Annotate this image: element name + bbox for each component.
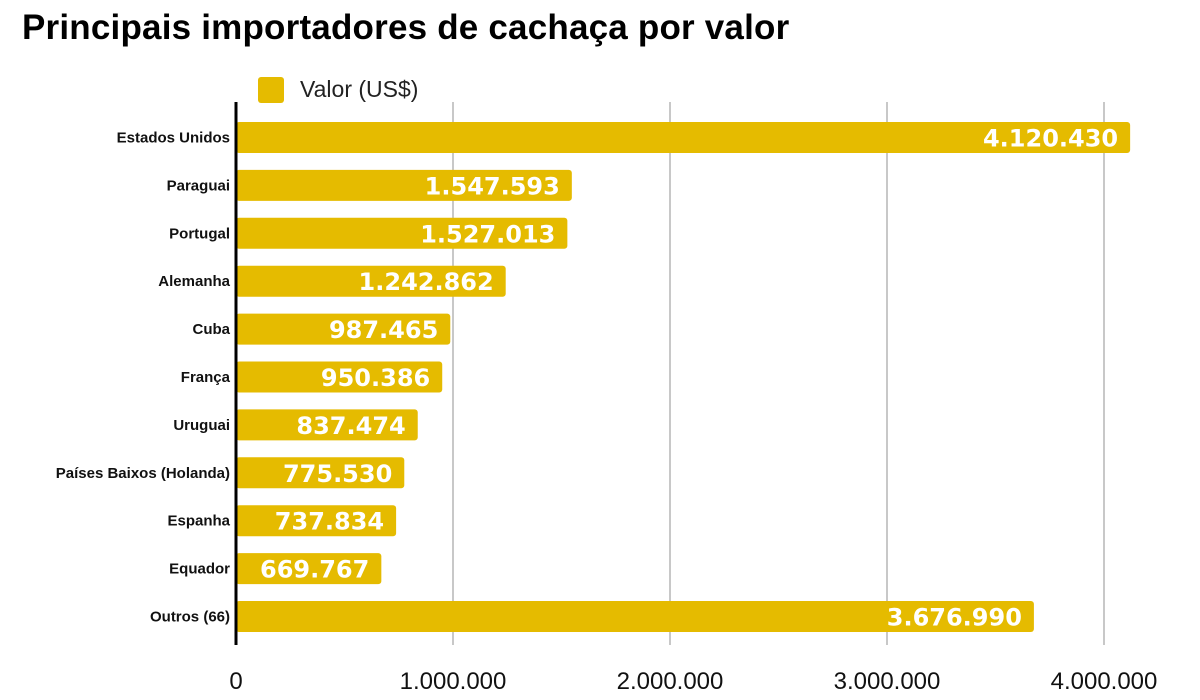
x-tick-labels: 0 1.000.000 2.000.000 3.000.000 4.000.000	[229, 668, 1157, 695]
bar-value-label: 4.120.430	[983, 125, 1118, 153]
x-tick-label: 3.000.000	[834, 668, 941, 695]
category-label: Alemanha	[158, 273, 230, 290]
category-label: Países Baixos (Holanda)	[56, 465, 230, 482]
legend-swatch	[258, 76, 284, 103]
x-tick-label: 2.000.000	[617, 668, 724, 695]
bar	[236, 409, 418, 441]
category-label: Cuba	[193, 321, 231, 338]
category-label: Outros (66)	[150, 609, 230, 626]
bar	[236, 601, 1034, 632]
category-label: França	[181, 369, 231, 386]
category-label: Equador	[169, 561, 230, 578]
x-tick-label: 4.000.000	[1051, 668, 1158, 695]
bar	[236, 169, 572, 201]
category-label: Espanha	[167, 513, 230, 530]
legend-label: Valor (US$)	[300, 76, 419, 102]
bar-value-label: 775.530	[283, 460, 392, 488]
bar	[236, 457, 405, 489]
legend: Valor (US$)	[258, 76, 418, 103]
bar-value-label: 837.474	[296, 412, 405, 440]
bar	[236, 217, 568, 249]
bar-value-label: 737.834	[275, 508, 384, 536]
bars: 4.120.430 1.547.593 1.527.013 1.242.862 987.…	[236, 122, 1131, 632]
bar	[236, 265, 506, 297]
category-label: Portugal	[169, 225, 230, 242]
bar	[236, 505, 397, 537]
category-label: Uruguai	[173, 417, 230, 434]
x-tick-label: 0	[229, 668, 242, 695]
chart-title: Principais importadores de cachaça por v…	[22, 8, 790, 47]
bar	[236, 122, 1131, 153]
bar-value-label: 1.547.593	[425, 172, 560, 200]
category-label: Estados Unidos	[117, 130, 230, 147]
bar-value-label: 3.676.990	[887, 604, 1022, 632]
bar	[236, 553, 382, 585]
bar-value-label: 1.527.013	[420, 220, 555, 248]
bar-value-label: 1.242.862	[359, 268, 494, 296]
bar	[236, 361, 443, 393]
category-labels: Estados Unidos Paraguai Portugal Alemanha Cu…	[56, 130, 231, 626]
x-tick-label: 1.000.000	[400, 668, 507, 695]
bar-value-label: 950.386	[321, 364, 430, 392]
category-label: Paraguai	[167, 177, 230, 194]
bar	[236, 313, 451, 345]
bar-value-label: 987.465	[329, 316, 438, 344]
bar-value-label: 669.767	[260, 556, 369, 584]
